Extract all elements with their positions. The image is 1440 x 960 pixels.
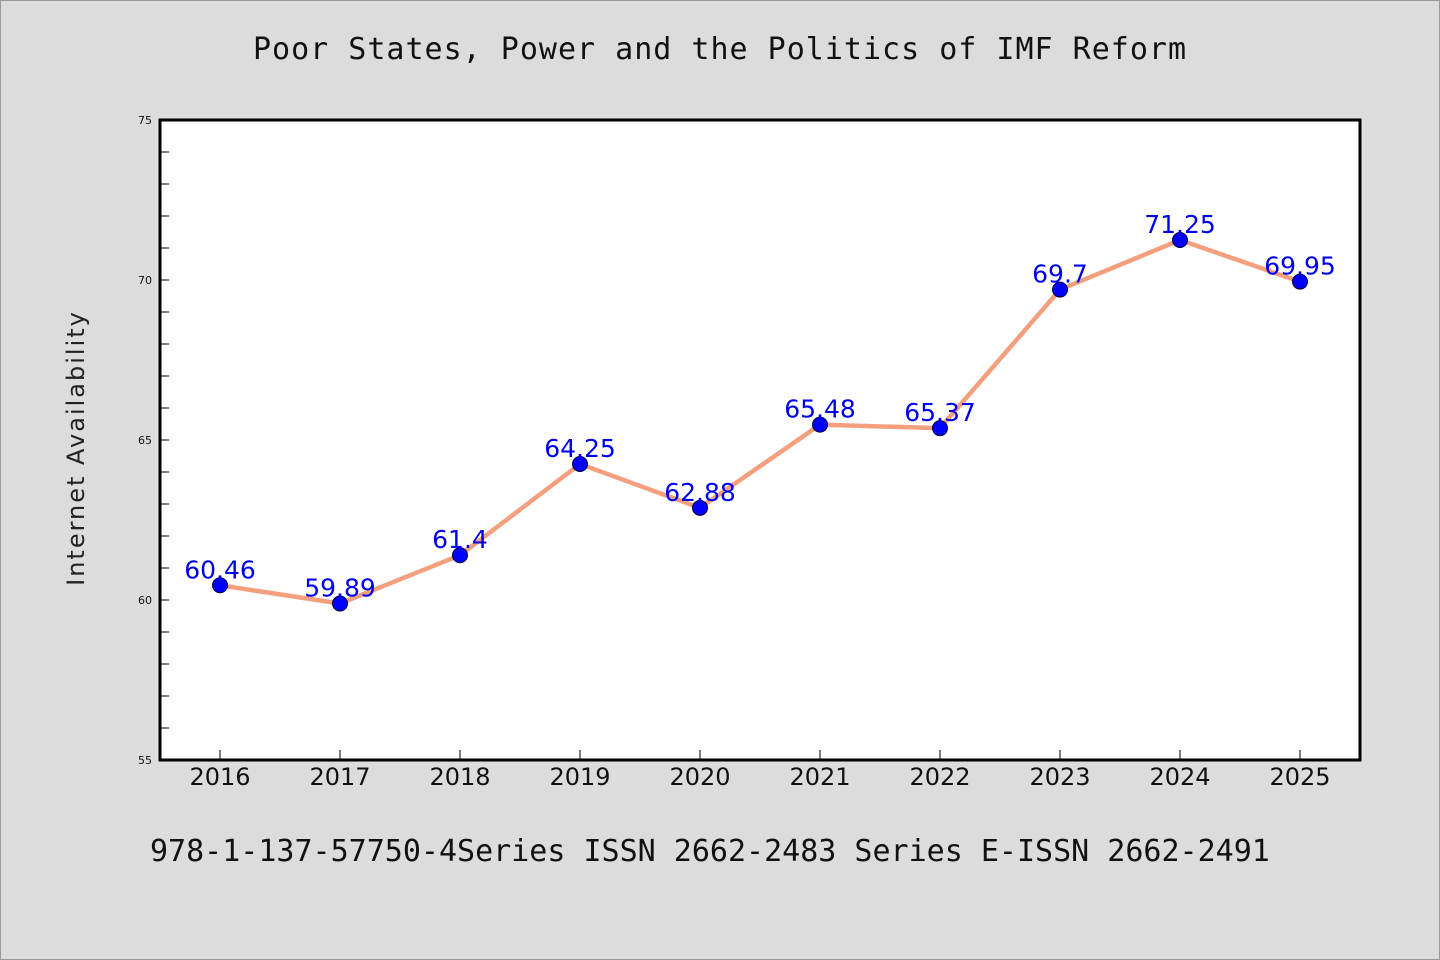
x-tick-label: 2025: [1269, 763, 1330, 791]
data-point: [452, 547, 468, 564]
y-tick-label: 55: [138, 754, 152, 767]
plot-area: [158, 118, 1362, 762]
data-point: [332, 595, 348, 612]
x-tick-label: 2019: [549, 763, 610, 791]
x-tick-label: 2017: [309, 763, 370, 791]
x-tick-label: 2020: [669, 763, 730, 791]
chart-title: Poor States, Power and the Politics of I…: [252, 32, 1187, 67]
data-label: 69.7: [1032, 260, 1088, 289]
data-label: 65.37: [904, 398, 976, 427]
data-point: [1292, 273, 1308, 290]
y-axis: 55 60 65 70 75: [138, 114, 169, 767]
data-point: [932, 420, 948, 437]
data-label: 64.25: [544, 434, 616, 463]
x-tick-label: 2021: [789, 763, 850, 791]
series-line: [217, 237, 1303, 606]
data-point: [212, 577, 228, 594]
data-point: [812, 416, 828, 433]
series-group: 60.46 59.89 61.4 64.25 62.88 65.48 65.37 69.7 71…: [184, 210, 1336, 612]
data-label: 59.89: [304, 574, 376, 603]
data-label: 61.4: [432, 525, 488, 554]
footer-isbn-text: 978-1-137-57750-4Series ISSN 2662-2483 S…: [150, 834, 1270, 869]
x-axis: 2016 2017 2018 2019 2020 2021 2022 2023 2024 2025: [189, 750, 1331, 791]
data-label: 71.25: [1144, 210, 1216, 239]
data-label: 65.48: [784, 395, 856, 424]
x-tick-label: 2018: [429, 763, 490, 791]
data-point: [572, 456, 588, 472]
y-tick-label: 75: [138, 114, 152, 127]
data-label: 62.88: [664, 478, 736, 507]
x-tick-label: 2016: [189, 763, 250, 791]
data-point: [1172, 232, 1188, 248]
y-tick-label: 60: [138, 594, 152, 607]
x-tick-label: 2022: [909, 763, 970, 791]
x-tick-label: 2023: [1029, 763, 1090, 791]
data-point: [692, 499, 708, 516]
y-tick-label: 65: [138, 434, 152, 447]
data-label: 69.95: [1264, 252, 1336, 281]
y-tick-label: 70: [138, 274, 152, 287]
x-tick-label: 2024: [1149, 763, 1210, 791]
data-label: 60.46: [184, 555, 256, 584]
data-point: [1052, 281, 1068, 298]
